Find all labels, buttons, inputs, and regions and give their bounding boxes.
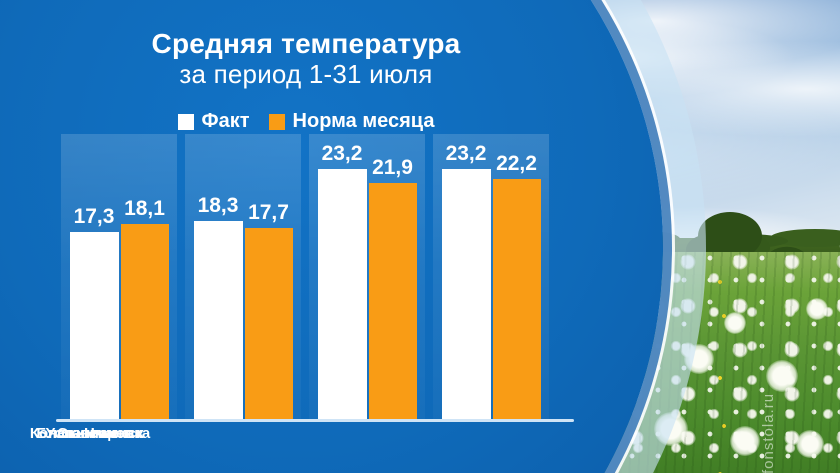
dandelion [654,412,688,446]
bar-chart: 17,3 18,1 18,3 17,7 [29,134,574,442]
bar-norm [492,179,541,419]
bar-value-norm: 17,7 [248,200,289,224]
bar-value-norm: 21,9 [372,155,413,179]
bar-pair: 23,2 21,9 [309,134,425,419]
chart-group-panel: 23,2 22,2 [433,134,549,419]
bar-pair: 18,3 17,7 [185,134,301,419]
bar-fact [69,232,119,419]
x-axis-label: Усть-Нюкжа [45,425,135,442]
chart-baseline [56,419,574,422]
x-axis-label: Константиновка [29,425,151,442]
bar-pair: 23,2 22,2 [433,134,549,419]
bar-fact [193,221,243,419]
chart-title: Средняя температура [151,28,461,59]
legend-item-fact: Факт [177,110,250,133]
dandelion [684,344,714,374]
bar-norm [120,223,169,419]
bar-value-fact: 18,3 [197,194,239,218]
legend-fact-swatch [177,113,194,130]
bar-value-norm: 22,2 [496,152,537,176]
bar-column-fact: 23,2 [317,134,367,419]
bar-column-fact: 17,3 [69,134,119,419]
bar-column-fact: 23,2 [441,134,491,419]
chart-group-panel: 23,2 21,9 [309,134,425,419]
bar-value-norm: 18,1 [124,196,165,220]
dandelion [796,430,824,458]
legend: Факт Норма месяца [0,110,612,133]
bar-fact [441,168,491,419]
legend-norm-swatch [268,113,285,130]
legend-item-norm: Норма месяца [268,110,435,133]
bar-value-fact: 17,3 [73,205,115,229]
bar-norm [244,227,293,419]
photo-watermark: fonstola.ru [760,392,777,473]
bar-column-fact: 18,3 [193,134,243,419]
bar-column-norm: 18,1 [120,134,169,419]
bar-value-fact: 23,2 [321,141,363,165]
legend-norm-label: Норма месяца [292,110,435,132]
bar-fact [317,168,367,419]
legend-fact-label: Факт [201,110,250,132]
bar-column-norm: 17,7 [244,134,293,419]
dandelion [724,312,746,334]
x-axis-label: Благовещенск [36,425,144,442]
x-axis-label: Экимчан [57,425,123,442]
bar-column-norm: 21,9 [368,134,417,419]
chart-group-panel: 17,3 18,1 [61,134,177,419]
bar-column-norm: 22,2 [492,134,541,419]
chart-group-panel: 18,3 17,7 [185,134,301,419]
dandelion [730,426,760,456]
bar-pair: 17,3 18,1 [61,134,177,419]
dandelion [806,298,828,320]
chart-subtitle: за период 1-31 июля [179,59,433,89]
bar-value-fact: 23,2 [445,141,487,165]
bar-norm [368,182,417,419]
chart-content: Средняя температура за период 1-31 июля … [0,28,612,442]
dandelion [766,360,798,392]
